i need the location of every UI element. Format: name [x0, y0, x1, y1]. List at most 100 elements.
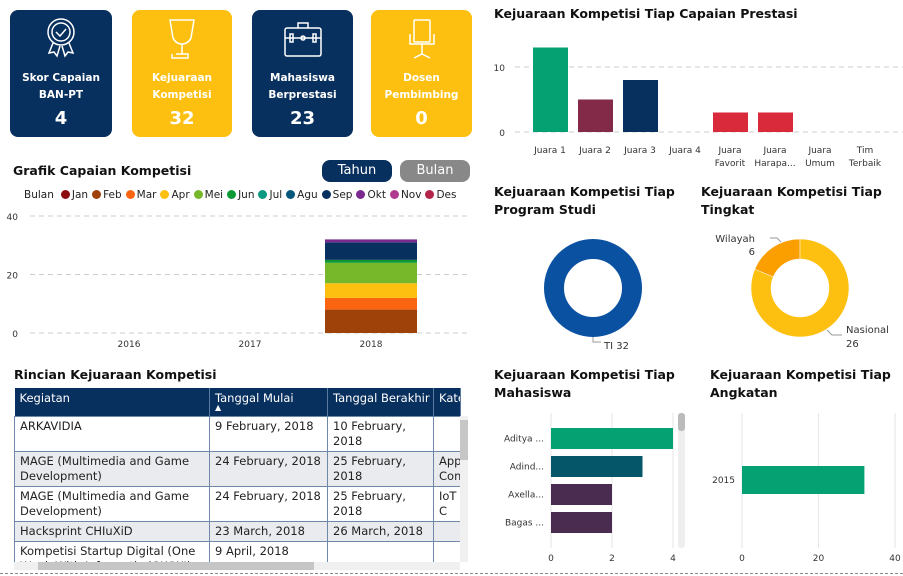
table-cell: 26 March, 2018 — [327, 520, 434, 542]
leader-line — [770, 237, 782, 243]
table-row[interactable]: MAGE (Multimedia and Game Development) 24… — [14, 485, 461, 522]
sort-ascending-icon: ▲ — [215, 403, 222, 412]
table-cell: ARKAVIDIA — [14, 415, 210, 452]
legend-item[interactable]: Agu — [286, 189, 318, 201]
y-tick-label: 0 — [12, 330, 18, 340]
vertical-scrollbar[interactable] — [460, 416, 468, 562]
legend-dot — [60, 190, 70, 199]
title-line: Tingkat — [701, 202, 755, 217]
legend-item[interactable]: Jul — [258, 189, 282, 201]
table-cell — [433, 520, 461, 542]
tahun-button[interactable]: Tahun — [322, 160, 392, 182]
rincian-table: Kegiatan Tanggal Mulai ▲ Tanggal Berakhir… — [14, 388, 468, 562]
bar — [551, 484, 612, 505]
angkatan-title: Kejuaraan Kompetisi Tiap Angkatan — [710, 366, 891, 402]
bar — [758, 112, 793, 132]
column-header-kategori[interactable]: Kate — [433, 388, 461, 416]
bar — [742, 466, 865, 494]
card-dosen-pembimbing: Dosen Pembimbing 0 — [371, 10, 472, 137]
scrollbar-thumb[interactable] — [678, 413, 685, 431]
table-cell: 9 April, 2018 — [209, 540, 328, 562]
legend-dot — [125, 190, 135, 199]
leader-line — [826, 329, 842, 336]
legend-item[interactable]: Mar — [125, 189, 157, 201]
angkatan-bar-chart: 0 20 40 2015 — [712, 413, 901, 564]
capaian-bar-chart: 0 10 Juara 1 Juara 2 Juara 3 Juara 4 Juara Favo… — [494, 47, 903, 169]
data-label-name: Wilayah — [715, 234, 755, 245]
bar — [551, 428, 673, 449]
card-label: Dosen — [403, 72, 440, 84]
badge-check-icon — [47, 18, 75, 58]
x-tick-label: Juara 2 — [578, 146, 611, 156]
table-cell: Kompetisi Startup Digital (One Week With… — [14, 540, 210, 562]
bar-segment-mar — [325, 297, 417, 310]
card-value: 0 — [415, 108, 428, 129]
legend-label: Des — [436, 189, 457, 201]
bar — [578, 99, 613, 132]
data-label-name: Nasional — [846, 325, 889, 336]
table-cell: 24 February, 2018 — [209, 450, 328, 487]
table-row[interactable]: ARKAVIDIA 9 February, 2018 10 February, 20… — [14, 415, 461, 452]
table-cell: Hacksprint CHIuXiD — [14, 520, 210, 542]
bar-segment-mei — [325, 262, 417, 284]
y-tick-label: Bagas ... — [505, 519, 544, 529]
legend-label: Jun — [238, 189, 255, 201]
column-header-kegiatan[interactable]: Kegiatan — [14, 388, 210, 416]
bar-segment-feb — [325, 309, 417, 333]
table-row[interactable]: Kompetisi Startup Digital (One Week With… — [14, 540, 461, 562]
scrollbar-thumb[interactable] — [460, 420, 468, 460]
y-tick-label: 10 — [494, 64, 506, 74]
data-label: TI 32 — [603, 341, 629, 352]
x-tick-label: 20 — [813, 554, 825, 564]
legend-item[interactable]: Nov — [389, 189, 421, 201]
grafik-title: Grafik Capaian Kompetisi — [13, 163, 192, 178]
title-line: Kejuaraan Kompetisi Tiap — [710, 367, 891, 382]
mahasiswa-bar-chart: 0 2 4 Aditya ... Adind... Axella... Bagas ... — [504, 413, 676, 564]
legend-item[interactable]: Jun — [227, 189, 254, 201]
donut-slice-wilayah — [754, 238, 801, 278]
tingkat-donut-chart: Wilayah 6 Nasional 26 — [715, 234, 889, 350]
x-tick-label: Juara Harapa... — [754, 146, 795, 169]
legend-item[interactable]: Feb — [92, 189, 122, 201]
legend-item[interactable]: Sep — [321, 189, 352, 201]
card-label: Kejuaraan — [151, 72, 213, 84]
legend-label: Okt — [367, 189, 386, 201]
table-cell: App Com — [433, 450, 461, 487]
legend-label: Mei — [204, 189, 224, 201]
column-header-tanggal-berakhir[interactable]: Tanggal Berakhir — [327, 388, 434, 416]
table-cell — [433, 540, 461, 562]
x-tick-label: 0 — [739, 554, 745, 564]
bar — [713, 112, 748, 132]
mahasiswa-scrollbar[interactable] — [678, 413, 685, 548]
y-tick-label: 40 — [7, 213, 19, 223]
legend-dot — [389, 190, 399, 199]
legend-item[interactable]: Apr — [160, 189, 190, 201]
title-line: Program Studi — [494, 202, 596, 217]
card-label: Skor Capaian — [22, 72, 100, 84]
y-tick-label: 20 — [7, 272, 19, 282]
x-tick-label: 40 — [889, 554, 901, 564]
donut-slice-nasional — [750, 238, 850, 338]
table-cell: 24 February, 2018 — [209, 485, 328, 522]
legend-item[interactable]: Jan — [60, 189, 88, 201]
scrollbar-thumb[interactable] — [38, 562, 314, 570]
column-header-tanggal-mulai[interactable]: Tanggal Mulai ▲ — [209, 388, 328, 416]
bulan-button[interactable]: Bulan — [400, 160, 470, 182]
title-line: Kejuaraan Kompetisi Tiap — [494, 184, 675, 199]
horizontal-scrollbar[interactable] — [14, 562, 460, 570]
legend-label: Agu — [297, 189, 318, 201]
card-value: 23 — [289, 108, 316, 129]
card-skor-ban-pt: Skor Capaian BAN-PT 4 — [10, 10, 112, 137]
table-cell — [327, 540, 434, 562]
prodi-title: Kejuaraan Kompetisi Tiap Program Studi — [494, 183, 675, 219]
chart-legend: Bulan Jan Feb Mar Apr Mei Jun Jul Agu Sep Okt Nov D… — [24, 189, 456, 201]
legend-item[interactable]: Okt — [356, 189, 386, 201]
mahasiswa-title: Kejuaraan Kompetisi Tiap Mahasiswa — [494, 366, 675, 402]
stacked-bar-chart: 0 20 40 2016 2017 2018 — [7, 213, 468, 350]
table-row[interactable]: Hacksprint CHIuXiD 23 March, 2018 26 March… — [14, 520, 461, 542]
table-row[interactable]: MAGE (Multimedia and Game Development) 24… — [14, 450, 461, 487]
legend-dot — [193, 190, 203, 199]
legend-item[interactable]: Des — [425, 189, 456, 201]
legend-label: Mar — [136, 189, 157, 201]
legend-item[interactable]: Mei — [193, 189, 224, 201]
